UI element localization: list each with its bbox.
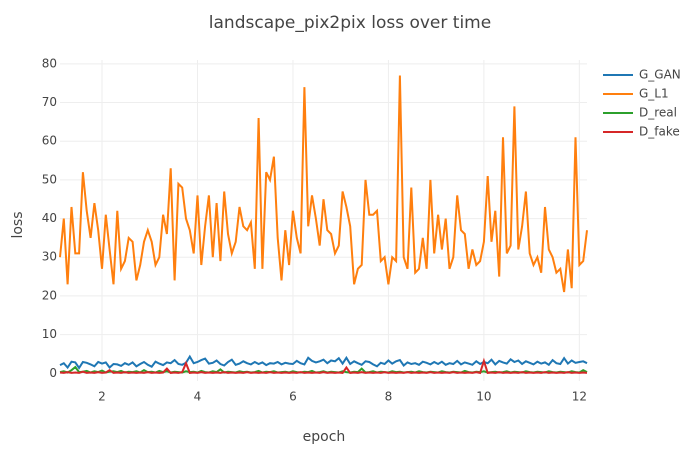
y-tick-label: 40 [42, 211, 57, 225]
x-tick-label: 10 [476, 390, 491, 404]
x-tick-label: 4 [194, 390, 202, 404]
legend-label: D_real [639, 106, 677, 120]
x-tick-label: 8 [385, 390, 393, 404]
x-axis-title: epoch [303, 429, 346, 445]
y-tick-label: 30 [42, 250, 57, 264]
legend-label: D_fake [639, 125, 680, 139]
x-tick-label: 6 [289, 390, 297, 404]
x-tick-label: 12 [572, 390, 587, 404]
y-tick-label: 60 [42, 134, 57, 148]
y-tick-label: 0 [49, 366, 57, 380]
legend-label: G_GAN [639, 68, 681, 82]
line-series [59, 75, 588, 293]
line-series [59, 357, 588, 375]
y-tick-label: 70 [42, 95, 57, 109]
chart-title: landscape_pix2pix loss over time [209, 13, 491, 33]
y-axis-title: loss [10, 211, 26, 238]
y-tick-label: 20 [42, 288, 57, 302]
line-series [59, 354, 588, 370]
y-tick-label: 50 [42, 172, 57, 186]
y-tick-label: 80 [42, 56, 57, 70]
y-tick-label: 10 [42, 327, 57, 341]
x-tick-label: 2 [98, 390, 106, 404]
legend-label: G_L1 [639, 87, 669, 101]
